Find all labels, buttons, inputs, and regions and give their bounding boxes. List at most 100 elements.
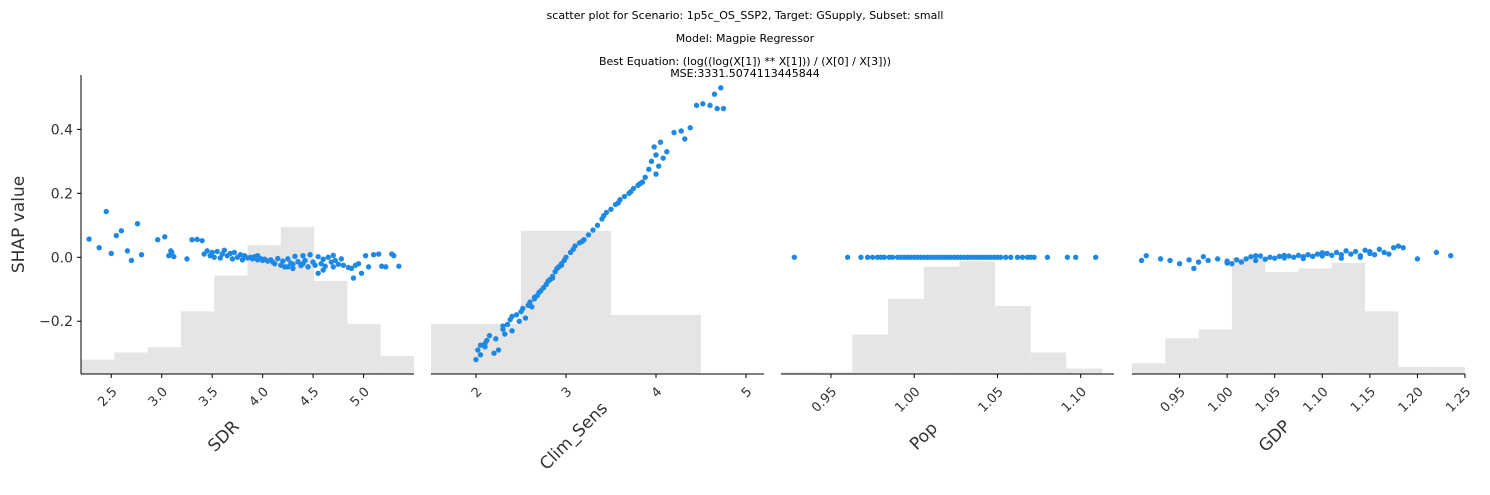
data-point-sdr [365,264,372,270]
data-point-gdp [1138,257,1145,264]
data-point-gdp [1195,259,1202,265]
data-point-gdp [1381,249,1387,256]
data-point-gdp [1400,244,1406,251]
data-point-clim-sens [473,356,479,363]
x-tick-label-pop: 1.00 [892,385,923,416]
data-point-sdr [285,256,291,262]
data-point-clim-sens [529,304,535,310]
data-point-sdr [124,248,131,254]
data-point-gdp [1390,244,1397,251]
data-point-gdp [1376,246,1383,252]
data-point-pop [864,254,871,260]
histogram-bar-gdp [1198,329,1232,374]
histogram-bar-sdr [180,311,215,374]
data-point-sdr [379,263,385,269]
data-point-gdp [1329,252,1335,259]
histogram-bar-pop [888,298,924,374]
data-point-gdp [1295,252,1302,259]
data-point-sdr [396,263,402,269]
data-point-sdr [338,256,345,262]
data-point-sdr [229,256,236,262]
data-point-gdp [1224,260,1230,266]
data-point-sdr [189,236,195,243]
data-point-sdr [350,275,357,281]
data-point-pop [881,254,887,260]
data-point-gdp [1167,257,1173,264]
data-point-sdr [295,259,301,265]
data-point-gdp [1176,260,1183,267]
data-point-sdr [300,252,306,259]
data-point-sdr [209,249,215,256]
histogram-bar-gdp [1365,311,1399,374]
data-point-gdp [1257,253,1264,259]
data-point-sdr [330,252,336,259]
chart-title-line-4: MSE:3331.5074113445844 [670,67,820,80]
histogram-bar-sdr [147,347,181,374]
data-point-clim-sens [601,213,607,219]
data-point-sdr [325,254,331,260]
x-tick-label-gdp: 0.95 [1158,385,1189,416]
x-tick-label-sdr: 5.0 [348,385,373,410]
x-tick-label-clim-sens: 3 [559,385,575,401]
histogram-bar-pop [1030,352,1067,374]
data-point-gdp [1214,256,1221,262]
data-point-clim-sens [585,232,592,238]
y-tick-label: 0.2 [51,186,73,202]
histogram-bar-gdp [1132,363,1166,374]
data-point-gdp [1343,248,1349,254]
y-tick-label: 0.0 [51,250,73,266]
histogram-bar-sdr [347,323,381,374]
data-point-sdr [154,236,161,243]
data-point-gdp [1371,252,1378,258]
data-point-sdr [315,253,321,260]
data-point-clim-sens [495,347,502,353]
data-point-gdp [1157,256,1164,262]
data-point-sdr [272,260,278,267]
histogram-bar-pop [781,372,817,374]
data-point-clim-sens [477,342,484,348]
data-point-clim-sens [700,101,706,107]
data-point-gdp [1233,257,1240,263]
data-point-gdp [1352,248,1359,255]
data-point-gdp [1291,254,1297,260]
x-tick-label-sdr: 3.0 [146,385,171,410]
data-point-pop [1003,254,1009,260]
x-tick-label-sdr: 2.5 [95,385,120,410]
data-point-sdr [96,244,102,251]
data-point-sdr [315,270,321,276]
data-point-clim-sens [509,313,515,320]
data-point-gdp [1238,259,1245,265]
histogram-bar-sdr [114,352,148,374]
data-point-gdp [1348,251,1354,257]
data-point-sdr [335,261,342,268]
data-point-sdr [231,249,238,256]
data-point-sdr [237,252,244,258]
data-point-gdp [1338,255,1345,261]
data-point-gdp [1448,252,1454,259]
data-point-clim-sens [477,352,484,358]
data-point-sdr [355,260,362,267]
histogram-bar-pop [816,372,853,374]
data-point-clim-sens [590,227,596,233]
data-point-sdr [307,252,313,258]
data-point-gdp [1324,250,1330,257]
x-tick-label-sdr: 4.0 [247,385,272,410]
data-point-clim-sens [493,336,499,342]
data-point-gdp [1191,265,1197,272]
data-point-gdp [1286,253,1292,259]
data-point-gdp [1305,252,1311,258]
histogram-bar-pop [852,334,889,374]
data-point-clim-sens [486,332,493,339]
data-point-clim-sens [520,305,526,312]
data-point-clim-sens [718,85,724,91]
x-axis-label-pop: Pop [906,418,942,454]
data-point-clim-sens [475,347,481,353]
data-point-clim-sens [656,163,662,169]
data-point-pop [1014,254,1021,260]
data-point-sdr [275,255,281,262]
histogram-bar-sdr [280,227,315,374]
data-point-sdr [118,228,125,234]
data-point-pop [998,254,1004,260]
data-point-sdr [370,252,377,258]
data-point-pop [869,254,876,260]
